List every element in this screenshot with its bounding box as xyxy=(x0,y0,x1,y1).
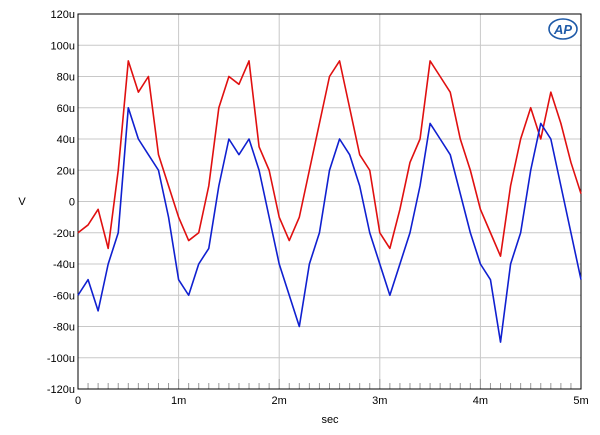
y-tick-label: 60u xyxy=(57,103,75,115)
y-tick-label: 40u xyxy=(57,134,75,146)
y-tick-label: -60u xyxy=(53,290,75,302)
y-axis-title: V xyxy=(18,196,26,208)
plot-frame xyxy=(77,13,582,390)
ap-logo: AP xyxy=(548,18,578,40)
x-tick-label: 2m xyxy=(272,395,287,407)
ap-logo-text: AP xyxy=(553,22,572,37)
y-tick-label: -100u xyxy=(47,353,75,365)
y-tick-label: 80u xyxy=(57,72,75,84)
y-tick-label: -40u xyxy=(53,259,75,271)
y-tick-label: 120u xyxy=(51,9,75,21)
y-tick-label: 20u xyxy=(57,165,75,177)
series-layer xyxy=(77,60,582,343)
x-tick-label: 3m xyxy=(372,395,387,407)
series-line-1 xyxy=(77,106,582,343)
x-axis-title: sec xyxy=(321,414,339,426)
y-tick-label: 0 xyxy=(69,197,75,209)
x-tick-label: 0 xyxy=(75,395,81,407)
minor-ticks xyxy=(87,379,572,389)
series-line-0 xyxy=(77,60,582,257)
y-tick-label: -80u xyxy=(53,322,75,334)
x-tick-label: 4m xyxy=(473,395,488,407)
x-tick-label: 1m xyxy=(171,395,186,407)
y-tick-label: 100u xyxy=(51,40,75,52)
y-tick-label: -20u xyxy=(53,228,75,240)
ap-logo-ring xyxy=(548,18,578,40)
x-tick-labels: 0 1m 2m 3m 4m 5m xyxy=(75,395,589,407)
y-tick-labels: 120u 100u 80u 60u 40u 20u 0 -20u -40u -60u -80u -10… xyxy=(47,9,75,396)
x-tick-label: 5m xyxy=(573,395,588,407)
y-tick-label: -120u xyxy=(47,384,75,396)
